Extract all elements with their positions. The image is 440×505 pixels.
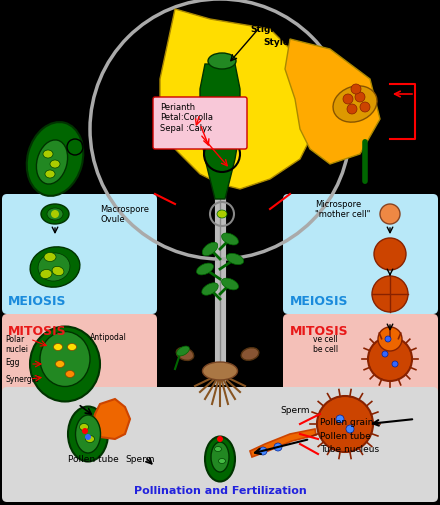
Circle shape: [355, 93, 365, 103]
Ellipse shape: [176, 346, 189, 356]
Ellipse shape: [76, 415, 100, 453]
Ellipse shape: [80, 424, 88, 431]
Ellipse shape: [202, 243, 218, 256]
Ellipse shape: [47, 209, 63, 221]
Text: Sperm: Sperm: [280, 405, 309, 414]
Ellipse shape: [45, 171, 55, 179]
Text: ve cell
be cell: ve cell be cell: [313, 334, 338, 353]
Text: MEIOSIS: MEIOSIS: [8, 294, 66, 308]
Ellipse shape: [30, 327, 100, 401]
Ellipse shape: [27, 123, 83, 196]
Circle shape: [259, 447, 267, 455]
Text: Pollen tube: Pollen tube: [68, 454, 119, 463]
Ellipse shape: [222, 234, 238, 245]
Circle shape: [51, 211, 59, 219]
Text: Microspore
"mother cell": Microspore "mother cell": [315, 199, 370, 219]
FancyBboxPatch shape: [2, 387, 438, 502]
Text: Stigma: Stigma: [250, 25, 286, 34]
Ellipse shape: [40, 332, 90, 387]
Ellipse shape: [202, 362, 238, 380]
Circle shape: [346, 425, 354, 433]
Circle shape: [343, 95, 353, 105]
Text: Pollen tube: Pollen tube: [320, 431, 371, 440]
Text: MITOSIS: MITOSIS: [290, 324, 348, 337]
Ellipse shape: [221, 279, 238, 290]
Circle shape: [85, 434, 91, 440]
Ellipse shape: [44, 253, 56, 262]
Circle shape: [368, 337, 412, 381]
Text: MITOSIS: MITOSIS: [8, 324, 66, 337]
Text: Synergid: Synergid: [5, 374, 39, 383]
Ellipse shape: [215, 446, 221, 451]
Text: Antipodal: Antipodal: [90, 332, 127, 341]
Ellipse shape: [202, 283, 218, 295]
Ellipse shape: [205, 437, 235, 482]
Polygon shape: [160, 10, 320, 189]
Circle shape: [217, 436, 223, 442]
Circle shape: [380, 205, 400, 225]
Ellipse shape: [217, 211, 227, 219]
Circle shape: [385, 336, 391, 342]
Ellipse shape: [43, 150, 53, 159]
Circle shape: [351, 85, 361, 95]
FancyBboxPatch shape: [2, 194, 157, 315]
Text: Style: Style: [263, 38, 289, 47]
FancyBboxPatch shape: [283, 315, 438, 414]
Circle shape: [274, 443, 282, 451]
Ellipse shape: [219, 459, 225, 464]
Ellipse shape: [54, 344, 62, 351]
Polygon shape: [92, 399, 130, 439]
Text: Macrospore
Ovule: Macrospore Ovule: [100, 205, 149, 224]
Polygon shape: [285, 40, 380, 165]
Ellipse shape: [50, 161, 60, 169]
Circle shape: [360, 103, 370, 113]
Ellipse shape: [68, 407, 108, 462]
Ellipse shape: [176, 348, 194, 361]
FancyBboxPatch shape: [283, 194, 438, 315]
Text: Pollen grain: Pollen grain: [320, 417, 374, 426]
Ellipse shape: [41, 205, 69, 225]
Circle shape: [336, 415, 344, 423]
Circle shape: [378, 327, 402, 351]
Circle shape: [382, 351, 388, 358]
FancyBboxPatch shape: [2, 315, 157, 414]
Ellipse shape: [66, 371, 74, 378]
Circle shape: [317, 396, 373, 452]
Text: Tube nucleus: Tube nucleus: [320, 444, 379, 453]
Polygon shape: [250, 429, 316, 457]
FancyBboxPatch shape: [153, 98, 247, 149]
Text: MEIOSIS: MEIOSIS: [290, 294, 348, 308]
Text: Polar
nuclei: Polar nuclei: [5, 334, 28, 353]
Polygon shape: [200, 60, 240, 199]
Text: Perianth
Petal:Corolla
Sepal :Calyx: Perianth Petal:Corolla Sepal :Calyx: [160, 103, 213, 132]
Circle shape: [374, 238, 406, 271]
Ellipse shape: [52, 267, 64, 276]
Ellipse shape: [197, 264, 213, 275]
Ellipse shape: [55, 361, 65, 368]
Ellipse shape: [40, 270, 52, 279]
Ellipse shape: [241, 348, 259, 361]
Circle shape: [82, 428, 88, 434]
Text: Egg: Egg: [5, 358, 19, 366]
Circle shape: [372, 276, 408, 313]
Circle shape: [392, 361, 398, 367]
Ellipse shape: [211, 442, 229, 472]
Ellipse shape: [85, 436, 95, 442]
Text: Sperm: Sperm: [125, 454, 154, 463]
Text: Pollination and Fertilization: Pollination and Fertilization: [134, 485, 306, 495]
Ellipse shape: [38, 254, 70, 281]
Circle shape: [347, 105, 357, 115]
Ellipse shape: [30, 247, 80, 288]
Ellipse shape: [37, 141, 68, 185]
Ellipse shape: [333, 87, 377, 123]
Ellipse shape: [208, 54, 236, 70]
Ellipse shape: [226, 254, 244, 265]
Ellipse shape: [67, 344, 77, 351]
